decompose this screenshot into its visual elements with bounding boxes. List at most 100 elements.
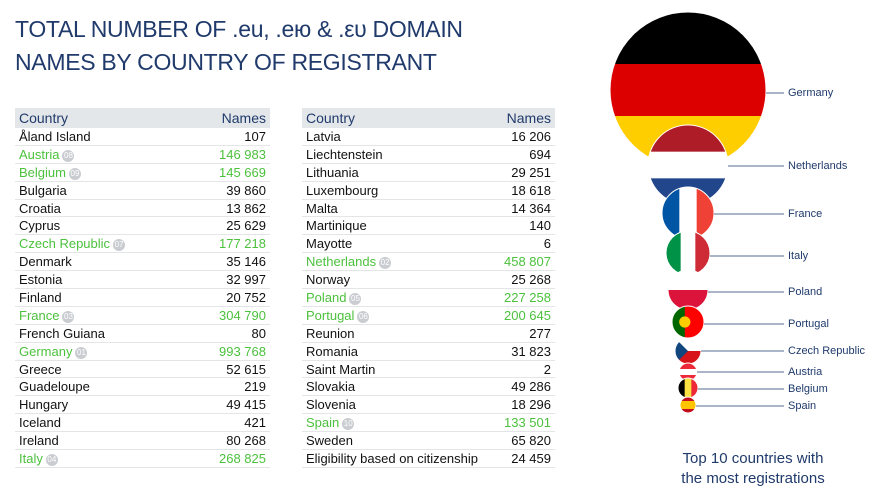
rank-badge: 07: [113, 239, 126, 252]
table-row: Liechtenstein 694: [302, 146, 555, 164]
flag-band: [679, 187, 698, 239]
country: Ireland: [19, 433, 59, 449]
country: Saint Martin: [306, 361, 376, 377]
country-cell: Iceland: [19, 415, 61, 430]
country-cell: Denmark: [19, 254, 72, 269]
names-cell: 133 501: [504, 415, 551, 431]
country-cell: Czech Republic 07: [19, 236, 126, 252]
country-cell: Latvia: [306, 129, 341, 144]
country: Malta: [306, 200, 338, 216]
names-cell: 421: [244, 415, 266, 431]
table-row: Slovakia 49 286: [302, 378, 555, 397]
table-row: Latvia 16 206: [302, 128, 555, 146]
country: Martinique: [306, 218, 367, 234]
flag-band: [695, 231, 710, 275]
country: Latvia: [306, 128, 341, 144]
flag-band: [666, 231, 682, 275]
names-cell: 25 629: [226, 218, 266, 234]
country: Germany: [19, 343, 73, 359]
country-cell: Greece: [19, 362, 62, 377]
flag-band: [668, 290, 708, 310]
country-cell: Lithuania: [306, 165, 359, 180]
flag: [668, 270, 708, 310]
country-cell: Austria 08: [19, 147, 75, 162]
table-row: Bulgaria 39 860: [15, 182, 270, 200]
flag-band: [691, 378, 698, 398]
flag-label: Portugal: [788, 318, 829, 330]
country: Åland Island: [19, 128, 91, 144]
country-cell: Estonia: [19, 272, 62, 287]
rank-badge: 03: [62, 310, 75, 323]
flag-label: France: [788, 208, 822, 220]
names-cell: 35 146: [226, 254, 266, 270]
country: Slovenia: [306, 397, 356, 413]
caption: the most registrations: [681, 470, 825, 487]
country: Iceland: [19, 415, 61, 431]
table-row: Hungary 49 415: [15, 396, 270, 415]
names-cell: 458 807: [504, 254, 551, 270]
header-cell: Country: [19, 110, 69, 126]
names-cell: 32 997: [226, 272, 266, 288]
table-row: Reunion 277: [302, 325, 555, 343]
table: Country Names Åland Island 107 Austria 08 146 …: [15, 108, 270, 468]
header-cell: Country: [306, 110, 356, 126]
names-cell: 277: [529, 325, 551, 341]
flag-band: [662, 187, 680, 239]
names-cell: 694: [529, 146, 551, 162]
country-cell: Netherlands 02: [306, 254, 392, 270]
names-cell: 80: [251, 325, 266, 341]
table-row: Mayotte 6: [302, 235, 555, 254]
table-row: Sweden 65 820: [302, 432, 555, 451]
names-cell: 146 983: [219, 146, 266, 162]
country-cell: Åland Island: [19, 129, 91, 144]
names-cell: 268 825: [219, 450, 266, 466]
flag: [678, 378, 698, 398]
names-cell: 993 768: [219, 343, 266, 359]
names-cell: 6: [543, 236, 551, 252]
names-cell: 140: [529, 218, 551, 234]
flag-band: [610, 64, 766, 117]
country-cell: Croatia: [19, 201, 61, 216]
title: NAMES BY COUNTRY OF REGISTRANT: [15, 49, 437, 75]
country-cell: Eligibility based on citizenship: [306, 451, 478, 466]
names-cell: 219: [244, 379, 266, 395]
table-header: Country Names: [302, 108, 555, 128]
triangle: [675, 338, 688, 364]
names-cell: 20 752: [226, 289, 266, 305]
table-row: Iceland 421: [15, 414, 270, 433]
flag-outline: [679, 396, 697, 414]
header-cell: Names: [506, 110, 551, 126]
names-cell: 29 251: [511, 164, 551, 180]
table-row: Portugal 06 200 645: [302, 307, 555, 325]
table-row: Luxembourg 18 618: [302, 182, 555, 200]
flag-band: [610, 12, 766, 65]
table-row: Martinique 140: [302, 217, 555, 236]
country: Spain: [306, 415, 340, 431]
country: Lithuania: [306, 164, 359, 180]
names-cell: 24 459: [511, 450, 551, 466]
country-cell: Portugal 06: [306, 307, 370, 323]
country-cell: French Guiana: [19, 326, 105, 341]
flag-band: [696, 187, 714, 239]
names-cell: 65 820: [511, 433, 551, 449]
country: Cyprus: [19, 218, 61, 234]
flag-band: [648, 151, 728, 179]
table-row: Greece 52 615: [15, 361, 270, 379]
names-cell: 2: [543, 361, 551, 377]
table: Country Names Latvia 16 206 Liechtenstein 694…: [302, 108, 555, 468]
rank-badge: 10: [342, 418, 355, 431]
table-row: Croatia 13 862: [15, 200, 270, 218]
flag: [662, 187, 714, 239]
rank-badge: 08: [62, 149, 75, 162]
country: Norway: [306, 272, 351, 288]
flag: [666, 231, 710, 275]
table-row: Saint Martin 2: [302, 361, 555, 379]
country: Netherlands: [306, 254, 377, 270]
flag-band: [668, 270, 708, 291]
country: France: [19, 307, 60, 323]
country-cell: Bulgaria: [19, 183, 67, 198]
country: Portugal: [306, 307, 355, 323]
country-cell: Ireland: [19, 433, 59, 448]
country: Czech Republic: [19, 236, 111, 252]
table-row: Finland 20 752: [15, 289, 270, 307]
